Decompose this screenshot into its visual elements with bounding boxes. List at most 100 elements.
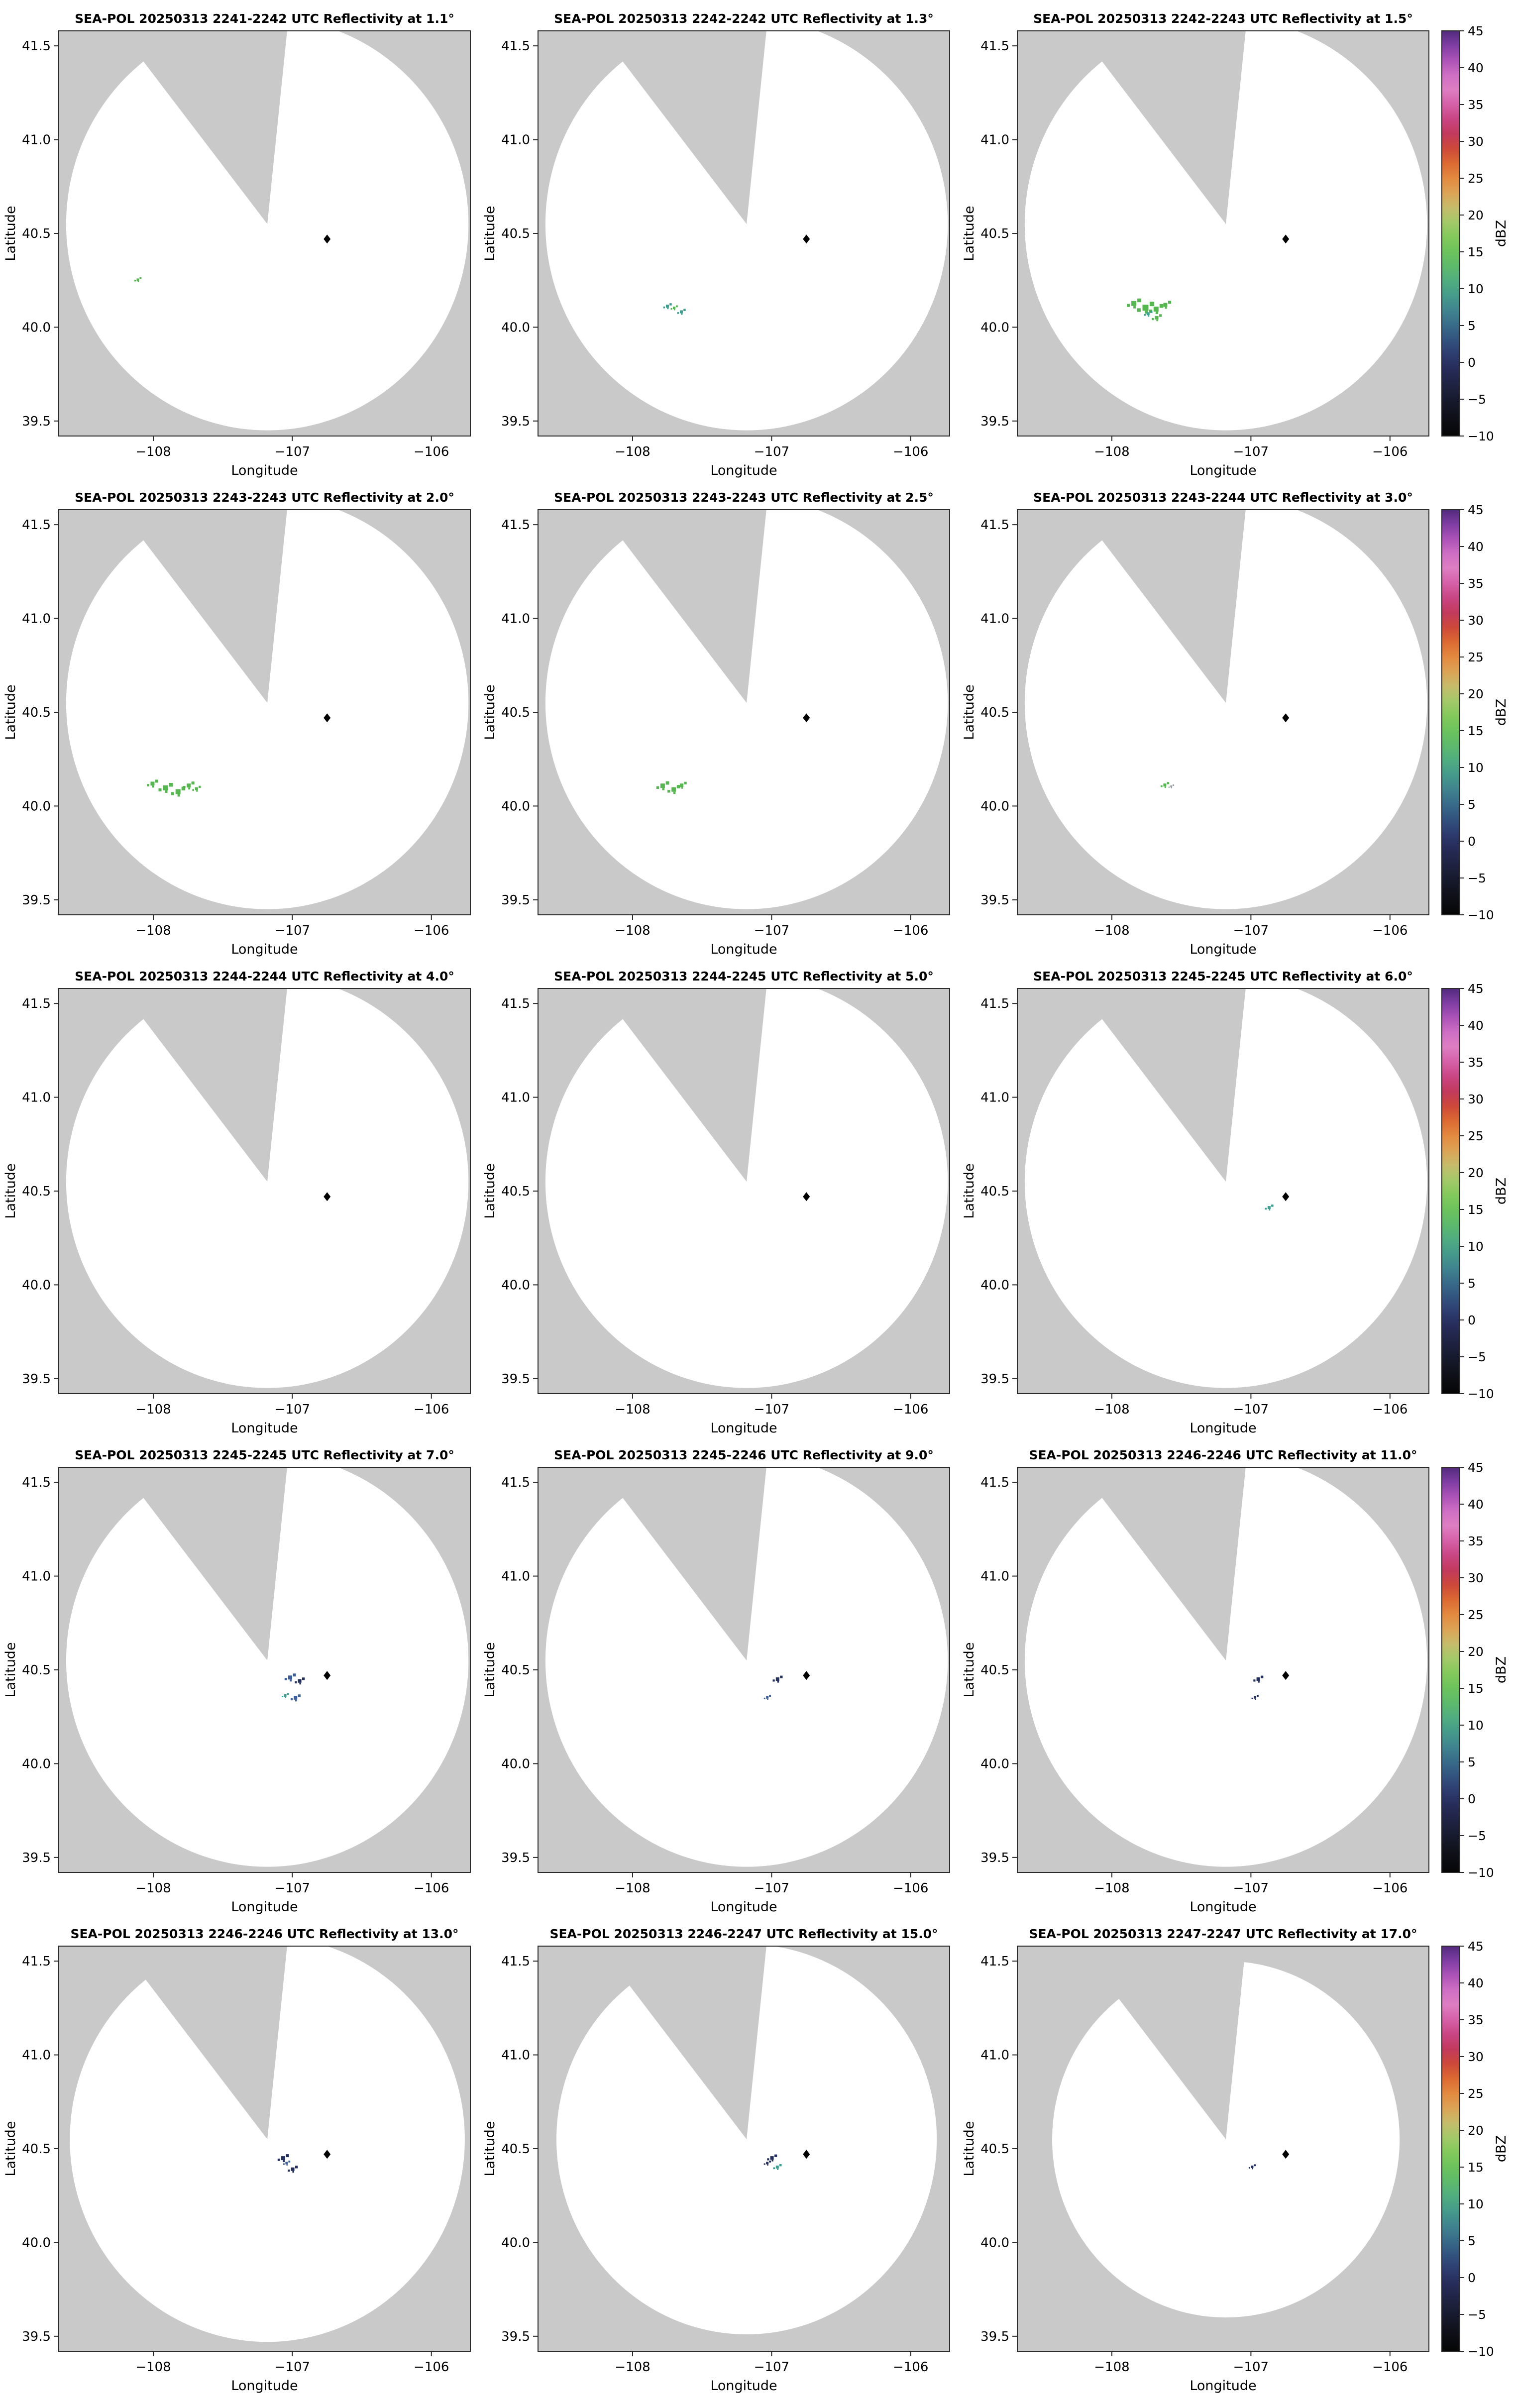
- echo-pixel: [1145, 311, 1148, 314]
- radar-panel-svg: −108 −107 −106 39.5 40.0 40.5 41.0 41.5 SEA-POL …: [0, 1443, 479, 1916]
- colorbar-tick-label: −5: [1468, 2307, 1486, 2322]
- echo-pixel: [169, 783, 173, 787]
- x-tick-label: −107: [754, 2360, 789, 2375]
- y-tick-label: 40.5: [501, 1184, 530, 1199]
- colorbar-tick-label: 35: [1468, 1534, 1484, 1548]
- y-tick-label: 41.5: [980, 1954, 1009, 1969]
- echo-pixel: [766, 2162, 769, 2165]
- echo-pixel: [1256, 1677, 1260, 1681]
- x-tick-label: −107: [1233, 1402, 1269, 1417]
- echo-pixel: [196, 790, 198, 792]
- colorbar-gradient: [1442, 1946, 1460, 2351]
- colorbar-border: [1441, 1467, 1460, 1873]
- colorbar-tick-label: 20: [1468, 1166, 1484, 1180]
- y-tick-label: 40.5: [980, 1184, 1009, 1199]
- y-tick-label: 40.5: [501, 705, 530, 720]
- x-tick-label: −106: [414, 444, 449, 459]
- echo-pixel: [285, 1697, 287, 1698]
- panel-title: SEA-POL 20250313 2241-2242 UTC Reflectiv…: [75, 11, 454, 26]
- echo-pixel: [676, 305, 678, 308]
- colorbar-tick-label: 5: [1468, 1755, 1476, 1769]
- echo-pixel: [298, 1694, 301, 1697]
- x-tick-label: −106: [893, 444, 928, 459]
- echo-pixel: [1248, 2167, 1250, 2169]
- colorbar-tick-label: 20: [1468, 2123, 1484, 2138]
- echo-pixel: [667, 308, 669, 310]
- colorbar-tick-label: 35: [1468, 1055, 1484, 1070]
- echo-pixel: [137, 281, 139, 282]
- echo-pixel: [187, 783, 191, 788]
- echo-pixel: [1152, 318, 1154, 321]
- echo-pixel: [680, 310, 683, 314]
- y-tick-label: 41.0: [980, 1569, 1009, 1584]
- radar-coverage-circle: [556, 1946, 937, 2334]
- echo-pixel: [1267, 1206, 1271, 1209]
- echo-pixel: [288, 1675, 292, 1680]
- echo-pixel: [147, 784, 149, 786]
- colorbar: 45 40 35 30 25 20 15 10 5 0 −5 −10 dBZ: [1438, 486, 1517, 959]
- x-tick-label: −107: [1233, 1881, 1269, 1896]
- radar-panel: −108 −107 −106 39.5 40.0 40.5 41.0 41.5 SEA-POL …: [0, 965, 479, 1437]
- y-tick-label: 41.5: [22, 518, 51, 533]
- echo-pixel: [1167, 782, 1170, 784]
- colorbar-tick-label: −10: [1468, 2344, 1494, 2359]
- echo-pixel: [665, 781, 669, 785]
- echo-pixel: [1171, 787, 1172, 788]
- y-tick-label: 40.0: [22, 799, 51, 814]
- blocked-sector-wedge: [120, 988, 287, 1182]
- radar-coverage-circle: [1025, 1467, 1427, 1867]
- radar-site-marker: [1282, 234, 1290, 244]
- y-tick-label: 40.5: [22, 2142, 51, 2157]
- x-tick-label: −108: [615, 444, 650, 459]
- x-tick-label: −108: [135, 923, 171, 938]
- y-tick-label: 41.0: [980, 612, 1009, 627]
- blocked-sector-wedge: [599, 1467, 766, 1661]
- echo-pixel: [283, 2163, 285, 2165]
- echo-pixel: [670, 308, 672, 310]
- x-tick-label: −107: [754, 923, 789, 938]
- radar-panel: −108 −107 −106 39.5 40.0 40.5 41.0 41.5 SEA-POL …: [479, 7, 959, 480]
- panel-title: SEA-POL 20250313 2242-2243 UTC Reflectiv…: [1033, 11, 1413, 26]
- y-tick-label: 39.5: [501, 2329, 530, 2344]
- radar-site-marker: [803, 713, 810, 723]
- colorbar-tick-label: 30: [1468, 2050, 1484, 2064]
- y-tick-label: 39.5: [22, 2329, 51, 2344]
- echo-pixel: [1251, 2165, 1254, 2168]
- radar-panel-svg: −108 −107 −106 39.5 40.0 40.5 41.0 41.5 SEA-POL …: [479, 1922, 959, 2395]
- echo-pixel: [191, 781, 195, 785]
- y-tick-label: 40.0: [980, 2235, 1009, 2250]
- radar-site-marker: [803, 1671, 810, 1680]
- colorbar-tick-label: 15: [1468, 1681, 1484, 1696]
- y-axis-label: Latitude: [962, 1642, 977, 1697]
- echo-pixel: [177, 794, 180, 797]
- colorbar-tick-label: −5: [1468, 1350, 1486, 1364]
- panel-title: SEA-POL 20250313 2243-2243 UTC Reflectiv…: [554, 490, 934, 505]
- echo-pixel: [1255, 1698, 1256, 1700]
- radar-site-marker: [324, 2150, 331, 2159]
- x-axis-label: Longitude: [1190, 2378, 1256, 2394]
- blocked-sector-wedge: [599, 31, 766, 224]
- echo-pixel: [1163, 783, 1167, 787]
- colorbar-tick-label: 15: [1468, 245, 1484, 259]
- x-tick-label: −108: [615, 923, 650, 938]
- blocked-sector-wedge: [120, 1946, 287, 2140]
- x-axis-label: Longitude: [1190, 463, 1256, 478]
- x-axis-label: Longitude: [1190, 1899, 1256, 1915]
- echo-pixel: [770, 2156, 774, 2160]
- echo-pixel: [677, 312, 679, 314]
- x-tick-label: −107: [275, 923, 310, 938]
- y-tick-label: 41.5: [501, 1954, 530, 1969]
- radar-coverage-circle: [66, 510, 469, 909]
- x-tick-label: −108: [615, 1881, 650, 1896]
- x-tick-label: −108: [615, 1402, 650, 1417]
- x-tick-label: −106: [1372, 1402, 1408, 1417]
- x-axis-label: Longitude: [231, 942, 298, 957]
- colorbar-tick-label: 15: [1468, 2160, 1484, 2175]
- colorbar-label: dBZ: [1494, 1178, 1509, 1204]
- echo-pixel: [767, 1698, 768, 1700]
- blocked-sector-wedge: [599, 988, 766, 1182]
- echo-pixel: [1133, 306, 1136, 309]
- echo-pixel: [165, 790, 168, 793]
- x-tick-label: −106: [893, 2360, 928, 2375]
- y-tick-label: 41.5: [980, 996, 1009, 1011]
